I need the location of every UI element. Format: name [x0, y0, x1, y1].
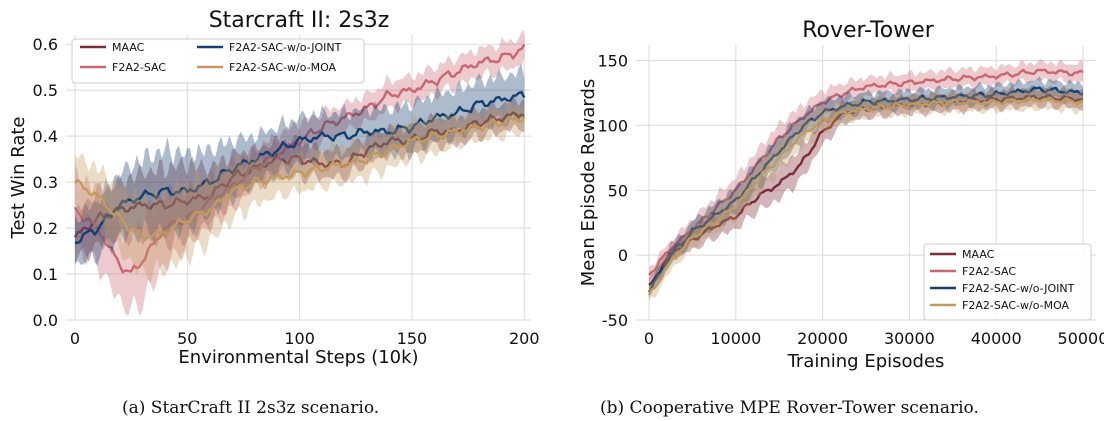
legend-label: MAAC: [962, 248, 995, 261]
legend-label: F2A2-SAC: [112, 61, 166, 74]
x-axis-label: Training Episodes: [787, 351, 945, 372]
x-tick-label: 50000: [1058, 329, 1104, 348]
legend: MAAC F2A2-SAC F2A2-SAC-w/o-JOINT F2A2-SAC-w…: [71, 38, 365, 84]
legend-label: F2A2-SAC-w/o-JOINT: [962, 282, 1075, 295]
x-tick-label: 150: [397, 329, 428, 348]
y-tick-label: 0.2: [33, 219, 58, 238]
chart-title: Starcraft II: 2s3z: [209, 8, 390, 33]
y-tick-label: 0.3: [33, 173, 58, 192]
caption-a: (a) StarCraft II 2s3z scenario.: [122, 398, 380, 418]
legend-label: MAAC: [112, 41, 145, 54]
x-tick-label: 100: [284, 329, 315, 348]
legend-label: F2A2-SAC-w/o-MOA: [229, 61, 337, 74]
legend-box: [71, 38, 365, 84]
x-tick-label: 50: [177, 329, 197, 348]
chart-starcraft: 0 50 100 150 200 0.0 0.1 0.2 0.3 0.4 0.5 0.6 Starcra…: [8, 8, 540, 368]
series-band: [649, 76, 1083, 298]
series-line: [648, 68, 1084, 276]
series-line: [648, 86, 1084, 293]
y-tick-label: 0: [618, 246, 628, 265]
y-axis-label: Mean Episode Rewards: [578, 79, 599, 287]
x-tick-label: 40000: [971, 329, 1022, 348]
series-band: [75, 64, 525, 266]
x-tick-label: 10000: [710, 329, 761, 348]
series-line: [74, 90, 526, 245]
y-tick-label: 50: [608, 181, 628, 200]
y-tick-label: 0.4: [33, 127, 58, 146]
legend-label: F2A2-SAC-w/o-MOA: [962, 299, 1070, 312]
series-line: [647, 96, 1084, 296]
chart-title: Rover-Tower: [802, 18, 935, 43]
chart-rover-tower: 0 10000 20000 30000 40000 50000 -50 0 50 100 150 Ro…: [578, 18, 1104, 372]
legend-box: [923, 243, 1092, 321]
x-tick-label: 0: [70, 329, 80, 348]
x-tick-label: 30000: [884, 329, 935, 348]
series-line: [648, 93, 1084, 286]
legend: MAAC F2A2-SAC F2A2-SAC-w/o-JOINT F2A2-SAC-w…: [923, 243, 1092, 321]
series-line: [74, 115, 526, 242]
legend-label: F2A2-SAC-w/o-JOINT: [229, 41, 342, 54]
y-tick-label: 100: [597, 116, 628, 135]
x-tick-label: 200: [509, 329, 540, 348]
series-line: [73, 44, 526, 274]
caption-b: (b) Cooperative MPE Rover-Tower scenario…: [600, 398, 979, 418]
y-tick-label: 0.6: [33, 35, 58, 54]
x-axis-label: Environmental Steps (10k): [178, 347, 418, 368]
y-tick-label: 150: [597, 52, 628, 71]
series-band: [75, 101, 525, 283]
x-tick-label: 20000: [797, 329, 848, 348]
y-tick-label: 0.5: [33, 81, 58, 100]
figure: 0 50 100 150 200 0.0 0.1 0.2 0.3 0.4 0.5 0.6 Starcra…: [8, 8, 1104, 372]
y-tick-label: 0.1: [33, 265, 58, 284]
y-axis-label: Test Win Rate: [8, 117, 29, 240]
y-tick-label: 0.0: [33, 311, 58, 330]
y-tick-label: -50: [602, 311, 628, 330]
series-band: [75, 29, 525, 316]
legend-label: F2A2-SAC: [962, 265, 1016, 278]
series-band: [649, 85, 1083, 294]
x-tick-label: 0: [644, 329, 654, 348]
series-band: [649, 86, 1083, 301]
